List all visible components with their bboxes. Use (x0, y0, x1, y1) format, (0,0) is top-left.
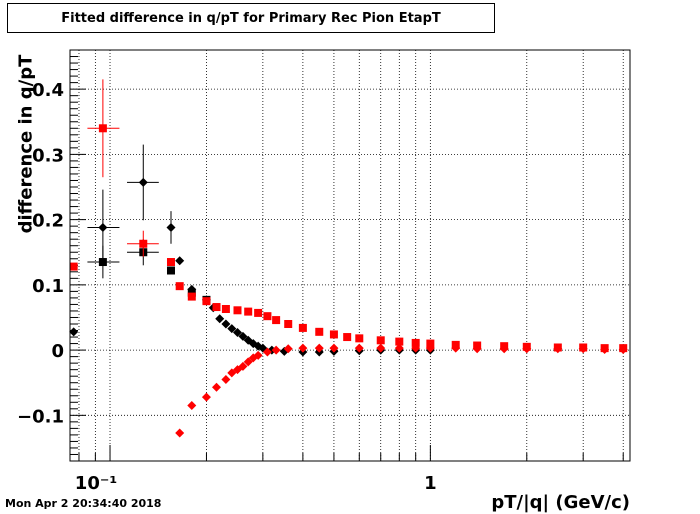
data-point-diamond (553, 344, 563, 354)
data-point-square (284, 320, 293, 328)
data-point-diamond (98, 222, 108, 232)
grid-layer (70, 50, 630, 461)
data-point-diamond (298, 343, 308, 353)
data-point-diamond (238, 361, 248, 371)
plot-frame (69, 49, 631, 462)
data-point-square (221, 304, 230, 313)
data-point-diamond (166, 222, 176, 232)
data-point-square (254, 308, 263, 317)
data-point-diamond (472, 344, 482, 354)
data-point-square (376, 336, 385, 345)
y-tick-label: −0.1 (17, 406, 64, 427)
data-point-square (187, 292, 196, 301)
data-point-square (98, 124, 107, 133)
data-point-square (355, 334, 364, 343)
y-tick-label: 0.4 (32, 80, 64, 101)
data-point-diamond (600, 344, 610, 354)
data-point-diamond (221, 374, 231, 384)
data-point-diamond (215, 314, 225, 324)
x-tick-label: 1 (424, 473, 437, 494)
data-layer (69, 79, 628, 438)
data-point-square (244, 307, 253, 316)
data-point-diamond (314, 343, 324, 353)
data-point-square (329, 330, 338, 339)
data-point-square (426, 339, 435, 348)
data-point-square (411, 338, 420, 347)
data-point-square (315, 327, 324, 336)
axes-layer: −0.1 0 0.1 0.2 0.3 0.4 10⁻¹ 1 (17, 56, 624, 494)
data-point-diamond (221, 319, 231, 329)
data-point-square (69, 262, 78, 271)
data-point-diamond (376, 343, 386, 353)
data-point-square (263, 312, 272, 321)
y-axis-label: difference in q/pT (15, 54, 37, 234)
data-point-diamond (499, 344, 509, 354)
data-point-diamond (187, 401, 197, 411)
data-point-diamond (238, 331, 248, 341)
data-point-diamond (271, 345, 281, 355)
data-point-square (166, 266, 175, 275)
data-point-diamond (283, 344, 293, 354)
data-point-diamond (329, 343, 339, 353)
data-point-diamond (522, 344, 532, 354)
data-point-square (395, 337, 404, 346)
data-point-square (139, 239, 148, 248)
data-point-diamond (69, 327, 79, 337)
data-point-diamond (394, 343, 404, 353)
data-point-square (166, 258, 175, 267)
chart-title-box: Fitted difference in q/pT for Primary Re… (7, 3, 495, 33)
data-point-square (212, 303, 221, 312)
data-point-diamond (578, 344, 588, 354)
y-tick-label: 0.3 (32, 145, 64, 166)
data-point-diamond (187, 284, 197, 294)
y-tick-label: 0 (51, 341, 64, 362)
data-point-square (272, 316, 281, 325)
data-point-square (202, 297, 211, 306)
y-tick-label: 0.2 (32, 211, 64, 232)
y-tick-label: 0.1 (32, 276, 64, 297)
data-point-diamond (425, 343, 435, 353)
data-point-diamond (262, 347, 272, 357)
x-axis-label: pT/|q| (GeV/c) (491, 492, 630, 513)
data-point-square (175, 282, 184, 291)
data-point-diamond (451, 343, 461, 353)
data-point-diamond (201, 392, 211, 402)
data-point-square (298, 323, 307, 332)
data-point-diamond (175, 428, 185, 438)
data-point-square (233, 306, 242, 315)
data-point-diamond (227, 324, 237, 334)
data-point-diamond (175, 256, 185, 266)
data-point-diamond (618, 344, 628, 354)
data-point-diamond (411, 343, 421, 353)
data-point-diamond (253, 350, 263, 360)
data-point-diamond (354, 343, 364, 353)
data-point-square (343, 333, 352, 342)
chart-title: Fitted difference in q/pT for Primary Re… (61, 10, 441, 26)
x-tick-label: 10⁻¹ (75, 473, 117, 494)
data-point-diamond (138, 177, 148, 187)
data-point-diamond (232, 327, 242, 337)
timestamp: Mon Apr 2 20:34:40 2018 (5, 497, 162, 510)
data-point-diamond (212, 382, 222, 392)
